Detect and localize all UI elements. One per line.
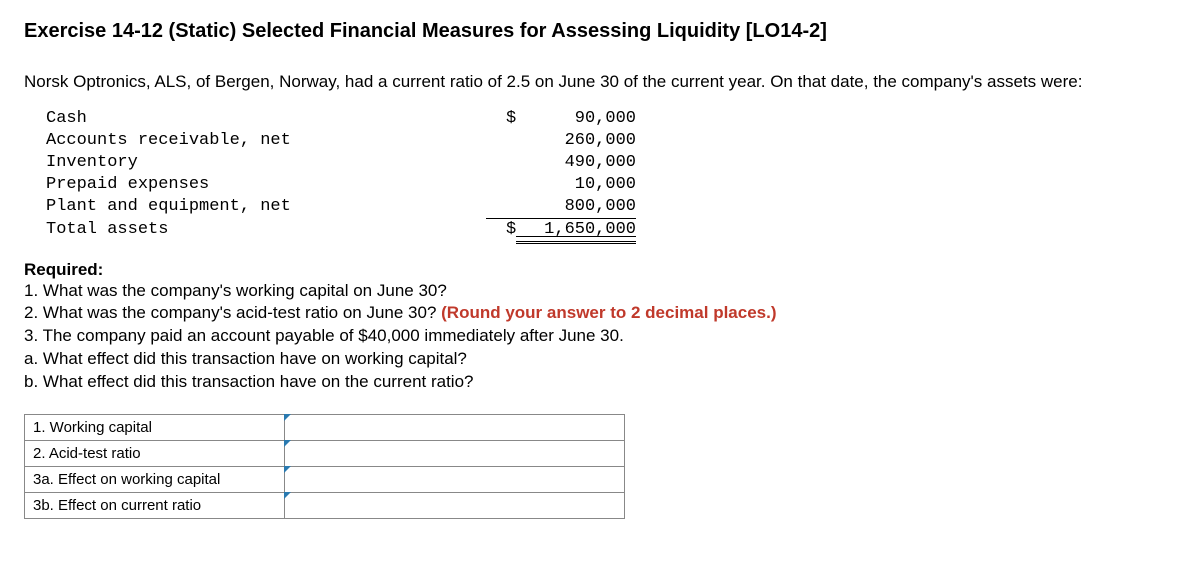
asset-row: Prepaid expenses 10,000 [46,174,1176,196]
asset-label: Cash [46,108,486,130]
asset-label: Accounts receivable, net [46,130,486,152]
answer-input-cell[interactable] [285,493,625,519]
asset-total-amount: 1,650,000 [544,220,636,239]
acid-test-ratio-input[interactable] [285,441,624,466]
working-capital-input[interactable] [285,415,624,440]
asset-value: 490,000 [486,152,636,174]
answer-table: 1. Working capital 2. Acid-test ratio 3a… [24,414,625,519]
answer-label: 3a. Effect on working capital [25,467,285,493]
asset-total-row: Total assets $1,650,000 [46,219,1176,241]
assets-table: Cash $90,000 Accounts receivable, net 26… [46,108,1176,242]
asset-amount: 800,000 [565,197,636,216]
answer-row: 3a. Effect on working capital [25,467,625,493]
answer-row: 1. Working capital [25,415,625,441]
asset-value: 10,000 [486,174,636,196]
input-indicator-icon [284,466,291,473]
asset-amount: 490,000 [565,153,636,172]
answer-input-cell[interactable] [285,415,625,441]
exercise-title: Exercise 14-12 (Static) Selected Financi… [24,20,1176,43]
asset-row: Inventory 490,000 [46,152,1176,174]
answer-input-cell[interactable] [285,441,625,467]
asset-value: 800,000 [486,196,636,219]
input-indicator-icon [284,414,291,421]
asset-row: Accounts receivable, net 260,000 [46,130,1176,152]
required-line: 2. What was the company's acid-test rati… [24,302,1176,325]
asset-total-value: $1,650,000 [486,219,636,241]
asset-value: 260,000 [486,130,636,152]
asset-amount: 90,000 [575,109,636,128]
effect-current-ratio-input[interactable] [285,493,624,518]
required-line: a. What effect did this transaction have… [24,348,1176,371]
rounding-hint: (Round your answer to 2 decimal places.) [441,303,776,322]
input-indicator-icon [284,440,291,447]
answer-row: 2. Acid-test ratio [25,441,625,467]
required-line: b. What effect did this transaction have… [24,371,1176,394]
asset-value: $90,000 [486,108,636,130]
required-heading: Required: [24,260,1176,280]
required-lines: 1. What was the company's working capita… [24,280,1176,395]
intro-text: Norsk Optronics, ALS, of Bergen, Norway,… [24,71,1176,94]
asset-label: Inventory [46,152,486,174]
asset-label: Plant and equipment, net [46,196,486,219]
input-indicator-icon [284,492,291,499]
asset-total-label: Total assets [46,219,486,241]
effect-working-capital-input[interactable] [285,467,624,492]
answer-input-cell[interactable] [285,467,625,493]
required-line-text: 2. What was the company's acid-test rati… [24,303,441,322]
asset-amount: 260,000 [565,131,636,150]
asset-amount: 10,000 [575,175,636,194]
asset-label: Prepaid expenses [46,174,486,196]
asset-row: Plant and equipment, net 800,000 [46,196,1176,219]
answer-row: 3b. Effect on current ratio [25,493,625,519]
answer-label: 1. Working capital [25,415,285,441]
asset-row: Cash $90,000 [46,108,1176,130]
answer-label: 3b. Effect on current ratio [25,493,285,519]
required-line: 3. The company paid an account payable o… [24,325,1176,348]
required-line: 1. What was the company's working capita… [24,280,1176,303]
answer-label: 2. Acid-test ratio [25,441,285,467]
